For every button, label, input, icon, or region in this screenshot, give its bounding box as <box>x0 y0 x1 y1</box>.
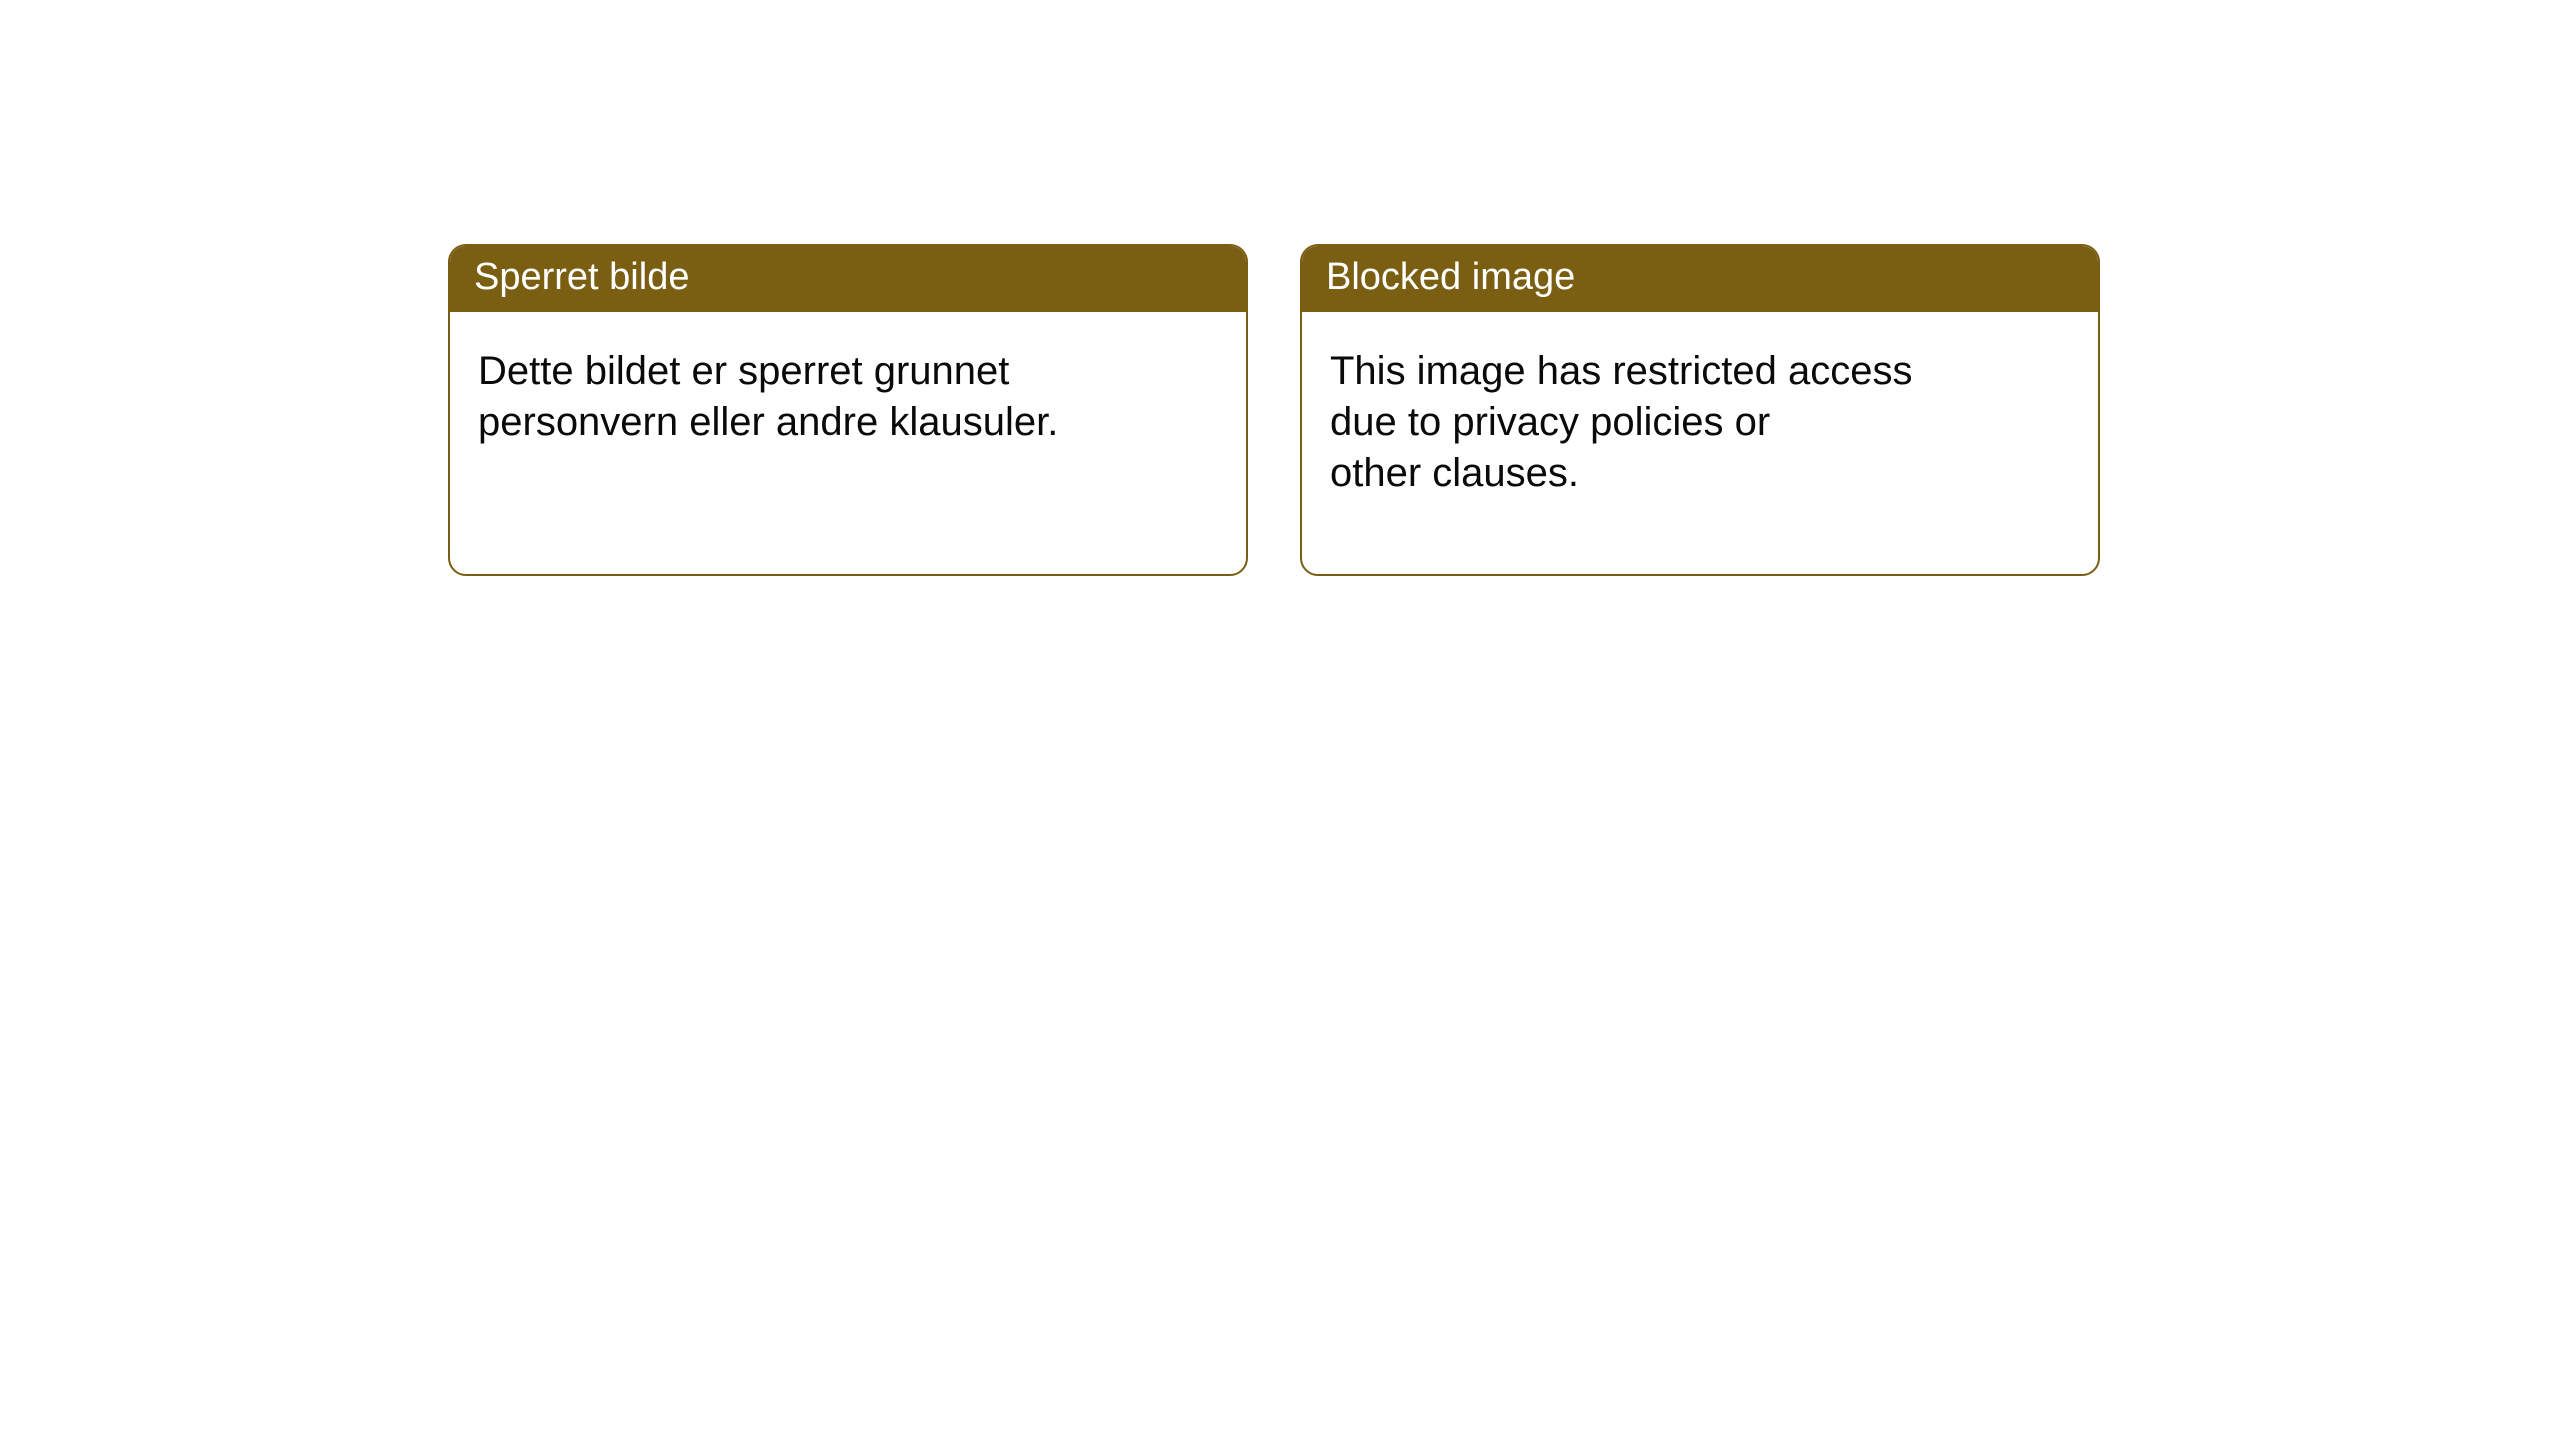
cards-container: Sperret bilde Dette bildet er sperret gr… <box>448 244 2100 576</box>
card-header: Blocked image <box>1302 246 2098 312</box>
card-english: Blocked image This image has restricted … <box>1300 244 2100 576</box>
card-body: This image has restricted access due to … <box>1302 312 2098 528</box>
card-header: Sperret bilde <box>450 246 1246 312</box>
card-norwegian: Sperret bilde Dette bildet er sperret gr… <box>448 244 1248 576</box>
card-body: Dette bildet er sperret grunnet personve… <box>450 312 1246 476</box>
